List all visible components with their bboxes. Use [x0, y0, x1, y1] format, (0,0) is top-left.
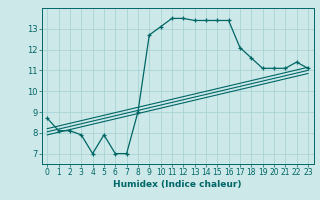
X-axis label: Humidex (Indice chaleur): Humidex (Indice chaleur) [113, 180, 242, 189]
